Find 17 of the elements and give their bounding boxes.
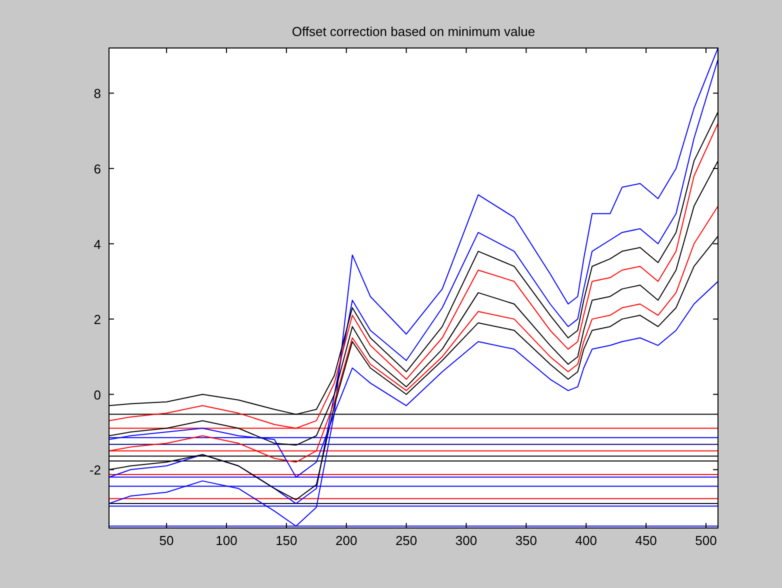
y-tick-label: 6 (94, 161, 101, 176)
x-tick-label: 400 (575, 533, 597, 548)
y-tick-label: 2 (94, 312, 101, 328)
y-tick-label: 4 (94, 236, 101, 252)
x-tick-label: 150 (276, 533, 298, 548)
x-tick-label: 450 (635, 533, 657, 548)
x-tick-label: 300 (455, 533, 478, 548)
x-tick-label: 350 (515, 533, 538, 548)
x-tick-label: 500 (695, 533, 717, 548)
x-tick-label: 250 (395, 533, 418, 548)
y-tick-label: 0 (94, 387, 101, 402)
x-tick-label: 50 (159, 533, 174, 548)
y-tick-label: -2 (89, 462, 101, 478)
y-tick-label: 8 (94, 86, 101, 102)
chart-title: Offset correction based on minimum value (292, 24, 536, 39)
x-tick-label: 200 (336, 533, 358, 548)
x-tick-label: 100 (216, 533, 238, 548)
